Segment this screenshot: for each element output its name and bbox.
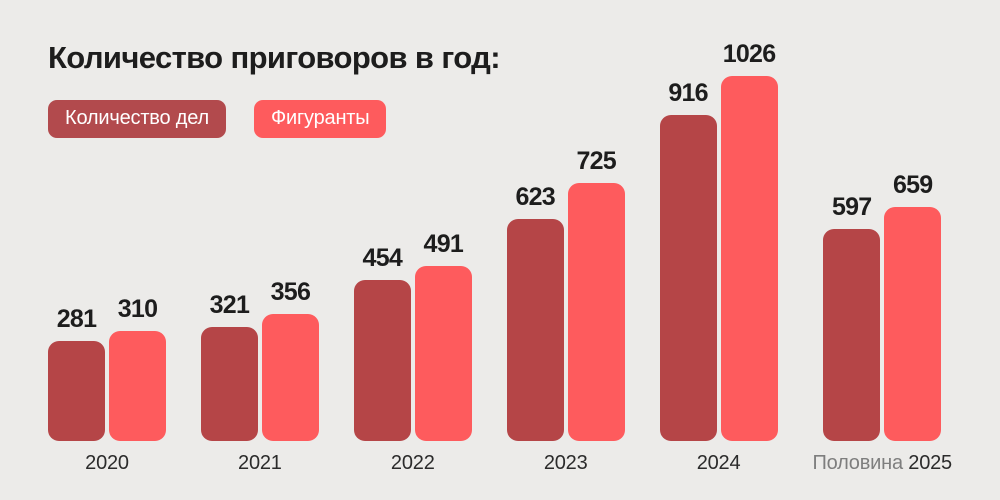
value-label: 310 [117,294,158,323]
x-axis-label: 2020 [85,452,129,474]
value-label: 356 [270,278,311,307]
bar-cell: 659 [884,170,942,441]
value-label: 597 [831,192,872,221]
bar-Фигуранты-2020 [109,330,166,441]
bar-Количество дел-2024 [659,115,717,441]
bar-group-2024: 916 1026 2024 [659,40,778,474]
bar-group-2022: 454 491 2022 [353,230,472,474]
bar-group-2025: 597 659 Половина 2025 [812,171,952,474]
value-label: 916 [668,79,708,108]
bar-pair: 281 310 [48,295,166,441]
bar-cell: 356 [261,278,319,441]
value-label: 659 [892,170,933,199]
legend-item-defendants: Фигуранты [253,99,387,138]
bar-pair: 597 659 [823,170,942,441]
x-axis-label-prefix: Половина [812,452,909,474]
bar-pair: 623 725 [506,147,625,441]
bar-cell: 491 [414,230,472,441]
legend: Количество дел Фигуранты [48,99,952,138]
bar-cell: 916 [659,79,717,441]
bar-group-2021: 321 356 2021 [200,278,319,474]
bar-cell: 454 [353,243,411,441]
value-label: 454 [362,243,403,272]
bar-Количество дел-2020 [48,341,105,441]
value-label: 281 [56,305,97,333]
x-axis-label: 2024 [696,452,741,474]
chart: 281 310 2020 321 356 2021 454 491 2022 623 725 2023… [48,40,952,474]
x-axis-label: 2022 [390,452,435,474]
x-axis-label: Половина 2025 [812,452,952,474]
bar-group-2020: 281 310 2020 [48,295,166,474]
bar-Количество дел-2022 [353,279,411,441]
bar-cell: 310 [109,295,166,441]
value-label: 623 [515,183,555,212]
bar-pair: 321 356 [200,278,319,441]
bar-cell: 281 [48,305,105,441]
bar-cell: 321 [200,290,258,441]
bar-cell: 597 [823,192,881,441]
bar-cell: 623 [506,183,564,441]
x-axis-label: 2021 [238,452,282,474]
value-label: 725 [576,147,616,176]
value-label: 491 [423,230,464,259]
bar-Фигуранты-2022 [414,266,472,441]
bar-pair: 454 491 [353,230,472,441]
bar-cell: 725 [567,147,625,441]
bar-cell: 1026 [720,40,778,441]
bar-Фигуранты-2025 [884,206,942,441]
value-label: 321 [209,290,250,319]
bar-group-2023: 623 725 2023 [506,147,625,474]
legend-item-cases: Количество дел [48,99,226,138]
bar-Фигуранты-2023 [567,183,625,441]
bar-pair: 916 1026 [659,40,778,441]
value-label: 1026 [722,40,776,68]
bar-Количество дел-2021 [200,326,258,441]
page-title: Количество приговоров в год: [48,40,501,75]
bar-Количество дел-2023 [506,219,564,441]
bar-Количество дел-2025 [823,228,881,441]
bar-Фигуранты-2024 [720,76,778,441]
bar-Фигуранты-2021 [261,314,319,441]
x-axis-label-year: 2025 [908,452,952,474]
x-axis-label: 2023 [543,452,588,474]
